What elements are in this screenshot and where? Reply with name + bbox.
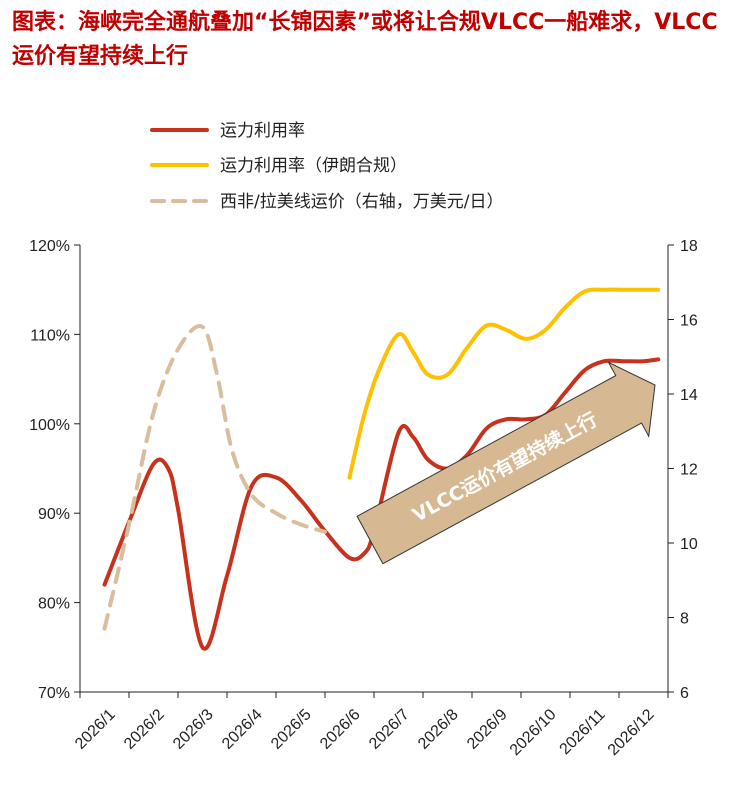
x-tick-label: 2026/10 [507, 706, 560, 759]
x-tick-label: 2026/9 [464, 706, 511, 753]
y-right-tick-label: 14 [680, 387, 698, 404]
series-line-0 [102, 357, 661, 651]
x-tick-label: 2026/8 [415, 706, 462, 753]
y-left-tick-label: 80% [38, 596, 70, 613]
trend-arrow-shape [356, 361, 656, 565]
y-right-tick-label: 8 [680, 611, 689, 628]
x-tick-label: 2026/7 [366, 706, 413, 753]
x-tick-label: 2026/3 [170, 706, 217, 753]
x-tick-label: 2026/5 [268, 706, 315, 753]
y-left-tick-label: 70% [38, 685, 70, 702]
y-left-tick-label: 90% [38, 506, 70, 523]
legend-label-0: 运力利用率 [220, 121, 305, 141]
y-right-tick-label: 12 [680, 462, 698, 479]
series-line-1 [347, 287, 661, 480]
y-right-tick-label: 18 [680, 238, 698, 255]
axes: 2026/1 2026/2 2026/3 2026/4 2026/5 2026/6 2026… [29, 238, 698, 759]
y-left-tick-label: 100% [29, 417, 70, 434]
x-tick-label: 2026/11 [557, 706, 609, 758]
chart-title: 图表：海峡完全通航叠加“长锦因素”或将让合规VLCC一船难求，VLCC运价有望持… [12, 10, 718, 69]
y-left-tick-label: 110% [30, 327, 70, 344]
legend-label-1: 运力利用率（伊朗合规） [220, 156, 407, 176]
x-tick-label: 2026/4 [219, 706, 266, 753]
x-tick-label: 2026/12 [605, 706, 658, 759]
series-line-2 [102, 324, 327, 631]
legend-label-2: 西非/拉美线运价（右轴，万美元/日） [220, 192, 503, 212]
y-right-tick-label: 10 [680, 536, 698, 553]
x-tick-label: 2026/2 [121, 706, 168, 753]
annotation-layer: VLCC运价有望持续上行 [356, 361, 656, 565]
y-right-tick-label: 6 [680, 685, 689, 702]
series-layer [102, 287, 661, 651]
y-left-tick-label: 120% [29, 238, 70, 255]
x-tick-label: 2026/1 [72, 706, 119, 753]
y-right-tick-label: 16 [680, 313, 698, 330]
x-tick-label: 2026/6 [317, 706, 364, 753]
trend-arrow: VLCC运价有望持续上行 [356, 361, 656, 565]
